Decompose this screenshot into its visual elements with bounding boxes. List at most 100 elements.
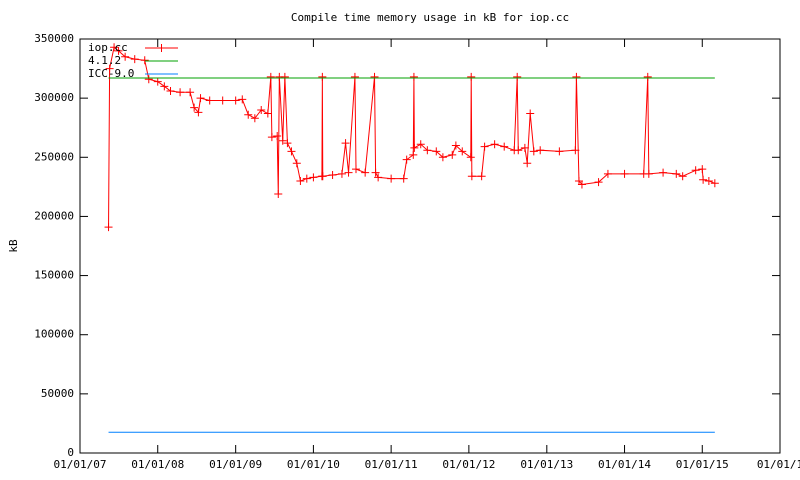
y-tick-label: 350000 bbox=[34, 32, 74, 45]
point-marker bbox=[166, 87, 175, 96]
point-marker bbox=[451, 141, 460, 150]
point-marker bbox=[438, 153, 447, 162]
point-marker bbox=[523, 159, 532, 168]
point-marker bbox=[659, 168, 668, 177]
point-marker bbox=[577, 180, 586, 189]
point-marker bbox=[344, 168, 353, 177]
y-tick-label: 0 bbox=[67, 446, 74, 459]
point-marker bbox=[283, 139, 292, 148]
point-marker bbox=[144, 75, 153, 84]
point-marker bbox=[374, 173, 383, 182]
point-marker bbox=[467, 72, 476, 81]
x-tick-label: 01/01/14 bbox=[598, 458, 651, 471]
point-marker bbox=[104, 223, 113, 232]
point-marker bbox=[309, 173, 318, 182]
point-marker bbox=[361, 168, 370, 177]
point-marker bbox=[267, 133, 276, 142]
y-tick-label: 150000 bbox=[34, 269, 74, 282]
point-marker bbox=[620, 169, 629, 178]
point-marker bbox=[500, 142, 509, 151]
point-marker bbox=[266, 72, 275, 81]
point-marker bbox=[490, 140, 499, 149]
point-marker bbox=[466, 153, 475, 162]
point-marker bbox=[280, 72, 289, 81]
plot-frame bbox=[79, 38, 781, 454]
chart-title: Compile time memory usage in kB for iop.… bbox=[291, 11, 569, 24]
x-tick-label: 01/01/1 bbox=[757, 458, 800, 471]
legend-marker bbox=[157, 44, 166, 52]
point-marker bbox=[292, 159, 301, 168]
point-marker bbox=[244, 110, 253, 119]
point-marker bbox=[467, 172, 476, 181]
point-marker bbox=[140, 56, 149, 65]
point-marker bbox=[387, 174, 396, 183]
point-marker bbox=[710, 179, 719, 188]
point-marker bbox=[341, 139, 350, 148]
x-tick-label: 01/01/15 bbox=[676, 458, 729, 471]
point-marker bbox=[114, 46, 123, 55]
x-tick-label: 01/01/09 bbox=[209, 458, 262, 471]
point-marker bbox=[205, 96, 214, 105]
point-marker bbox=[350, 72, 359, 81]
point-marker bbox=[194, 108, 203, 117]
point-marker bbox=[370, 72, 379, 81]
point-marker bbox=[399, 174, 408, 183]
point-marker bbox=[196, 94, 205, 103]
y-tick-label: 300000 bbox=[34, 91, 74, 104]
point-marker bbox=[250, 114, 259, 123]
point-marker bbox=[231, 96, 240, 105]
y-tick-label: 100000 bbox=[34, 328, 74, 341]
point-marker bbox=[273, 131, 282, 140]
point-marker bbox=[423, 146, 432, 155]
point-marker bbox=[458, 147, 467, 156]
y-tick-label: 50000 bbox=[41, 387, 74, 400]
point-marker bbox=[160, 82, 169, 91]
point-marker bbox=[186, 88, 195, 97]
y-tick-label: 200000 bbox=[34, 209, 74, 222]
point-marker bbox=[477, 172, 486, 181]
y-tick-label: 250000 bbox=[34, 150, 74, 163]
point-marker bbox=[572, 72, 581, 81]
legend-label: iop.cc bbox=[88, 41, 128, 54]
point-marker bbox=[130, 55, 139, 64]
point-marker bbox=[176, 88, 185, 97]
x-tick-label: 01/01/10 bbox=[287, 458, 340, 471]
point-marker bbox=[318, 172, 327, 181]
legend-label: 4.1.2 bbox=[88, 54, 121, 67]
point-marker bbox=[274, 189, 283, 198]
x-tick-label: 01/01/12 bbox=[442, 458, 495, 471]
point-marker bbox=[410, 143, 419, 152]
point-marker bbox=[263, 109, 272, 118]
point-marker bbox=[448, 150, 457, 159]
point-marker bbox=[520, 143, 529, 152]
point-marker bbox=[529, 147, 538, 156]
point-marker bbox=[536, 146, 545, 155]
point-marker bbox=[432, 147, 441, 156]
point-marker bbox=[302, 174, 311, 183]
point-marker bbox=[409, 150, 418, 159]
point-marker bbox=[672, 169, 681, 178]
point-marker bbox=[287, 147, 296, 156]
point-marker bbox=[153, 77, 162, 86]
series-line bbox=[108, 46, 716, 228]
point-marker bbox=[678, 172, 687, 181]
legend-label: ICC-9.0 bbox=[88, 67, 134, 80]
x-tick-label: 01/01/11 bbox=[365, 458, 418, 471]
point-marker bbox=[371, 168, 380, 177]
point-marker bbox=[409, 72, 418, 81]
x-tick-label: 01/01/08 bbox=[131, 458, 184, 471]
point-marker bbox=[480, 142, 489, 151]
point-marker bbox=[190, 103, 199, 112]
point-marker bbox=[416, 140, 425, 149]
point-marker bbox=[402, 155, 411, 164]
point-marker bbox=[704, 176, 713, 185]
point-marker bbox=[514, 146, 523, 155]
point-marker bbox=[318, 72, 327, 81]
point-marker bbox=[691, 166, 700, 175]
x-tick-label: 01/01/07 bbox=[54, 458, 107, 471]
point-marker bbox=[328, 171, 337, 180]
point-marker bbox=[218, 96, 227, 105]
point-marker bbox=[594, 178, 603, 187]
